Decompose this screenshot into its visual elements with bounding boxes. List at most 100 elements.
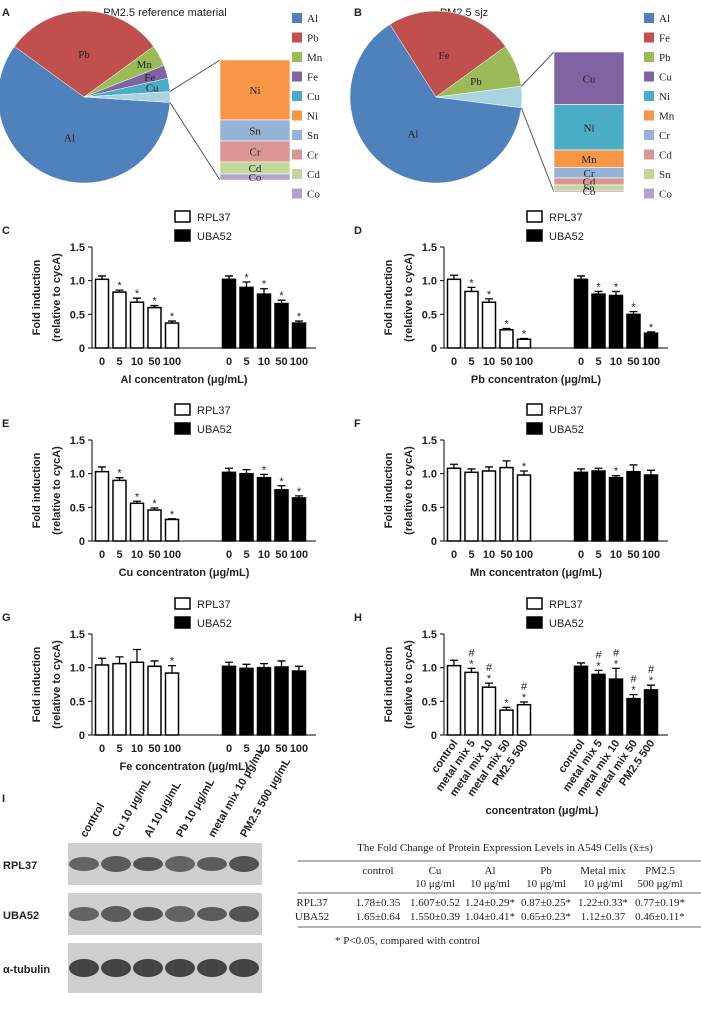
legend-swatch bbox=[526, 597, 543, 610]
legend-swatch bbox=[174, 210, 191, 223]
table-subheader: 500 μg/ml bbox=[637, 878, 682, 890]
x-tick-label: 5 bbox=[243, 549, 249, 561]
legend-label: RPL37 bbox=[549, 405, 583, 417]
x-tick-label: 5 bbox=[116, 549, 122, 561]
legend-label: Ni bbox=[659, 91, 670, 103]
y-tick-label: 1.5 bbox=[422, 629, 437, 641]
legend-swatch bbox=[292, 188, 302, 199]
x-tick-label: 5 bbox=[595, 356, 601, 368]
panel-label: D bbox=[354, 225, 362, 237]
x-tick-label: 5 bbox=[116, 743, 122, 755]
table-cell: 0.46±0.11* bbox=[635, 911, 685, 923]
error-bar bbox=[647, 684, 655, 690]
table-header: Cu bbox=[429, 865, 442, 877]
x-tick-label: 5 bbox=[468, 356, 474, 368]
bar bbox=[591, 470, 606, 542]
legend-swatch bbox=[644, 110, 654, 121]
bar bbox=[164, 322, 180, 349]
significance-mark: * bbox=[297, 311, 302, 323]
legend-label: Mn bbox=[659, 111, 675, 123]
legend-label: Fe bbox=[659, 33, 670, 45]
x-tick-label: 50 bbox=[500, 549, 512, 561]
y-axis-label: (relative to cycA) bbox=[403, 446, 415, 535]
bar bbox=[481, 470, 497, 542]
table-header: Metal mix bbox=[580, 865, 626, 877]
bar bbox=[481, 686, 497, 736]
x-tick-label: 100 bbox=[290, 356, 308, 368]
legend-label: Cr bbox=[659, 130, 670, 142]
table-cell: RPL37 bbox=[296, 897, 328, 909]
significance-mark: * bbox=[487, 289, 492, 301]
legend-swatch bbox=[292, 149, 302, 160]
table-cell: 1.607±0.52 bbox=[410, 897, 460, 909]
legend-swatch bbox=[644, 91, 654, 101]
connector bbox=[520, 107, 555, 193]
error-bar bbox=[485, 298, 493, 303]
bar bbox=[274, 489, 289, 542]
bar bbox=[112, 662, 127, 736]
y-axis-label: (relative to cycA) bbox=[403, 253, 415, 342]
error-bar bbox=[115, 289, 124, 293]
y-tick-label: 0.5 bbox=[70, 696, 85, 708]
panel-label: F bbox=[354, 418, 361, 430]
table-header: PM2.5 bbox=[645, 865, 675, 877]
x-tick-label: 10 bbox=[483, 549, 495, 561]
x-tick-label: 10 bbox=[131, 743, 143, 755]
significance-mark: # bbox=[630, 674, 637, 686]
error-bar bbox=[577, 662, 585, 667]
legend-label: Cd bbox=[307, 169, 320, 181]
x-tick-label: 5 bbox=[468, 549, 474, 561]
pie-slice bbox=[14, 10, 154, 98]
error-bar bbox=[168, 518, 176, 520]
error-bar bbox=[242, 468, 251, 474]
x-axis-label: Pb concentraton (μg/mL) bbox=[471, 374, 602, 386]
error-bar bbox=[450, 659, 458, 666]
x-tick-label: 10 bbox=[258, 356, 270, 368]
x-tick-label: 0 bbox=[578, 356, 584, 368]
significance-mark: * bbox=[262, 464, 267, 476]
legend-label: RPL37 bbox=[197, 599, 231, 611]
blot-band bbox=[69, 959, 99, 977]
bar bbox=[446, 278, 462, 349]
error-bar bbox=[277, 660, 286, 667]
table-header: Al bbox=[485, 865, 496, 877]
error-bar bbox=[594, 669, 603, 675]
error-bar bbox=[295, 665, 303, 672]
segment-label: Cr bbox=[584, 168, 595, 180]
bar bbox=[147, 665, 162, 736]
legend-label: Cd bbox=[659, 150, 672, 162]
error-bar bbox=[150, 507, 159, 511]
x-tick-label: 50 bbox=[148, 549, 160, 561]
legend-swatch bbox=[644, 169, 654, 179]
x-tick-label: 10 bbox=[258, 743, 270, 755]
x-tick-label: 50 bbox=[148, 356, 160, 368]
x-tick-label: 50 bbox=[275, 356, 287, 368]
y-axis-label: (relative to cycA) bbox=[51, 640, 63, 729]
bar bbox=[608, 476, 624, 542]
panel-label: C bbox=[2, 225, 10, 237]
bar bbox=[643, 474, 659, 542]
x-tick-label: 10 bbox=[258, 549, 270, 561]
table-cell: 1.65±0.64 bbox=[356, 911, 401, 923]
legend-swatch bbox=[644, 52, 654, 62]
slice-label: Pb bbox=[470, 76, 482, 88]
x-tick-label: 100 bbox=[163, 743, 181, 755]
legend-label: UBA52 bbox=[197, 618, 232, 630]
significance-mark: * bbox=[522, 329, 527, 341]
blot-band bbox=[165, 906, 195, 922]
x-axis-label: Mn concentraton (μg/mL) bbox=[470, 567, 602, 579]
significance-mark: * bbox=[117, 468, 122, 480]
x-axis-label: Al concentraton (μg/mL) bbox=[120, 374, 247, 386]
bar bbox=[239, 286, 254, 349]
significance-mark: # bbox=[595, 649, 602, 661]
significance-mark: * bbox=[262, 279, 267, 291]
x-tick-label: 50 bbox=[148, 743, 160, 755]
bar bbox=[626, 313, 641, 349]
x-tick-label: 5 bbox=[116, 356, 122, 368]
significance-mark: # bbox=[521, 681, 528, 693]
blot-band bbox=[165, 856, 195, 872]
legend-swatch bbox=[644, 13, 654, 23]
bar bbox=[499, 329, 514, 349]
legend-swatch bbox=[644, 32, 654, 43]
